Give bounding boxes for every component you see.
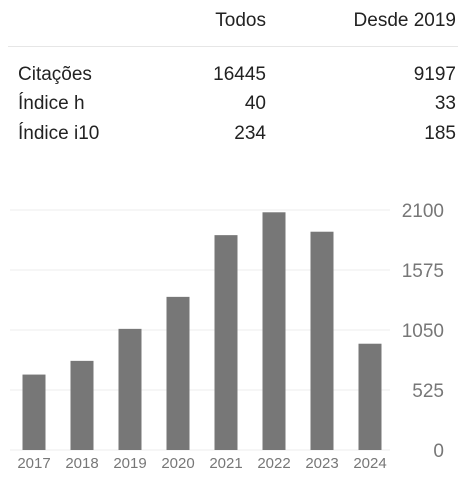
y-tick-label: 525 (412, 381, 444, 402)
bar-2018[interactable] (70, 360, 94, 450)
y-tick-label: 1050 (402, 321, 444, 342)
stat-value-i10-index-since: 185 (424, 123, 456, 144)
x-tick-label-2021: 2021 (209, 455, 242, 472)
x-tick-label-2019: 2019 (113, 455, 146, 472)
x-tick-label-2022: 2022 (257, 455, 290, 472)
chart-canvas: 2017 2018 2019 2020 2021 2022 2023 2024 0 525 105… (10, 201, 444, 472)
stat-value-i10-index-all: 234 (234, 123, 266, 144)
y-tick-label: 0 (433, 441, 444, 462)
chart-y-axis-labels: 0 525 1050 1575 2100 (402, 201, 444, 462)
y-tick-label: 2100 (402, 201, 444, 222)
bar-2019[interactable] (118, 328, 142, 450)
bar-2024[interactable] (358, 343, 382, 450)
chart-bars (22, 212, 382, 450)
stat-label-citations[interactable]: Citações (18, 64, 92, 85)
bar-2023[interactable] (310, 231, 334, 450)
bar-2017[interactable] (22, 374, 46, 450)
y-tick-label: 1575 (402, 261, 444, 282)
stat-label-h-index[interactable]: Índice h (18, 93, 85, 114)
column-header-since[interactable]: Desde 2019 (353, 10, 456, 31)
stats-row-citations: Citações 16445 9197 (8, 64, 458, 92)
stat-value-h-index-all: 40 (244, 93, 266, 114)
x-tick-label-2017: 2017 (17, 455, 50, 472)
stats-table-header: Todos Desde 2019 (8, 0, 458, 47)
stats-row-h-index: Índice h 40 33 (8, 93, 458, 121)
x-tick-label-2024: 2024 (353, 455, 386, 472)
bar-2021[interactable] (214, 235, 238, 450)
bar-2022[interactable] (262, 212, 286, 450)
x-tick-label-2018: 2018 (65, 455, 98, 472)
stat-value-citations-since: 9197 (413, 64, 456, 85)
citations-per-year-chart: 2017 2018 2019 2020 2021 2022 2023 2024 0 525 105… (0, 190, 462, 479)
column-header-all[interactable]: Todos (215, 10, 266, 31)
stats-row-i10-index: Índice i10 234 185 (8, 123, 458, 151)
chart-x-axis-labels: 2017 2018 2019 2020 2021 2022 2023 2024 (17, 455, 386, 472)
stat-value-citations-all: 16445 (213, 64, 266, 85)
x-tick-label-2020: 2020 (161, 455, 194, 472)
bar-2020[interactable] (166, 296, 190, 450)
x-tick-label-2023: 2023 (305, 455, 338, 472)
stat-label-i10-index[interactable]: Índice i10 (18, 123, 100, 144)
stat-value-h-index-since: 33 (434, 93, 456, 114)
